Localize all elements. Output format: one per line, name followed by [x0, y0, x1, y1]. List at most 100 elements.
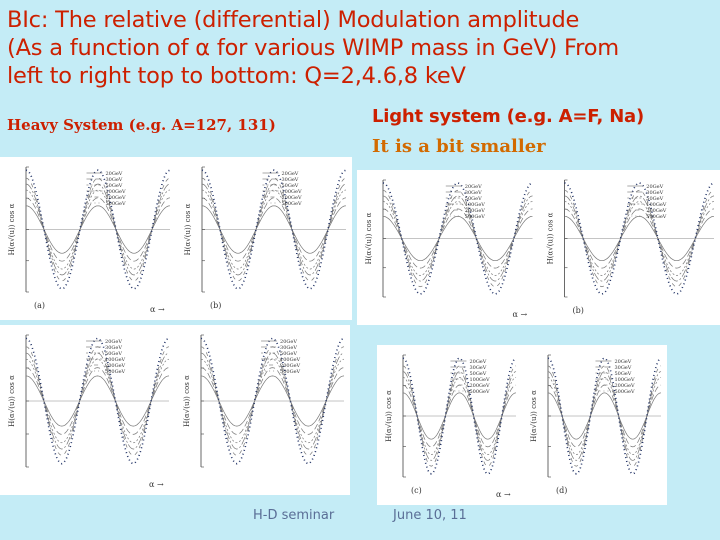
legend-entry: 100GeV [614, 377, 634, 383]
x-axis-label: α → [513, 310, 528, 319]
legend-entry: 20GeV [105, 171, 122, 177]
title-line-1: BIc: The relative (differential) Modulat… [7, 7, 580, 33]
modulation-curve [200, 358, 345, 444]
legend-entry: 30GeV [614, 365, 631, 371]
y-axis-label: H(α√(u)) cos α [547, 212, 555, 264]
modulation-curve [402, 392, 517, 440]
footer-seminar: H-D seminar [253, 508, 335, 523]
modulation-curve [25, 189, 171, 270]
legend-entry: 500GeV [280, 369, 300, 375]
panel-label: (b) [210, 301, 221, 310]
modulation-curve [564, 182, 715, 295]
modulation-curve [382, 215, 533, 262]
legend-entry: 100GeV [105, 189, 125, 195]
legend-entry: 100GeV [465, 202, 485, 208]
footer-date: June 10, 11 [393, 508, 467, 523]
modulation-curve [25, 337, 170, 465]
legend-entry: 500GeV [465, 214, 485, 220]
modulation-curve [201, 197, 347, 262]
modulation-curve [564, 195, 715, 282]
heavy-system-label: Heavy System (e.g. A=127, 131) [7, 116, 276, 134]
y-axis-label: H(α√(u)) cos α [365, 212, 373, 264]
legend-entry: 100GeV [646, 202, 666, 208]
modulation-curve [25, 197, 171, 262]
panel-label: (a) [34, 301, 45, 310]
legend-entry: 30GeV [646, 190, 663, 196]
modulation-curve [402, 371, 517, 461]
panel-label: (b) [573, 306, 584, 315]
modulation-curve [547, 371, 662, 461]
legend-entry: 200GeV [614, 383, 634, 389]
light-system-label: Light system (e.g. A=F, Na) [372, 106, 645, 127]
modulation-curve [25, 358, 170, 444]
heavy-figure-top-plot: 20GeV30GeV50GeV100GeV200GeV500GeVH(α√(u)… [8, 166, 347, 314]
modulation-curve [382, 208, 533, 269]
light-figure-bottom-plot: 20GeV30GeV50GeV100GeV200GeV500GeVH(α√(u)… [385, 354, 662, 499]
modulation-curve [382, 182, 533, 295]
modulation-curve [201, 205, 347, 254]
modulation-curve [200, 367, 345, 435]
heavy-figure-bottom: 20GeV 30GeV 50GeV 100GeV 200GeV 500GeV H(α√(u)… [0, 325, 350, 495]
legend-entry: 200GeV [281, 195, 301, 201]
legend-entry: 50GeV [469, 371, 486, 377]
legend-entry: 50GeV [646, 196, 663, 202]
title-line-3: left to right top to bottom: Q=2,4.6,8 k… [7, 63, 466, 89]
y-axis-label: H(α√(u)) cos α [184, 203, 192, 255]
legend-entry: 500GeV [281, 201, 301, 207]
legend-entry: 100GeV [280, 357, 300, 363]
legend-entry: 200GeV [280, 363, 300, 369]
legend-entry: 500GeV [105, 201, 125, 207]
title-line-2: (As a function of α for various WIMP mas… [7, 35, 619, 61]
modulation-curve [200, 352, 345, 450]
y-axis-label: H(α√(u)) cos α [8, 375, 16, 427]
legend-entry: 200GeV [465, 208, 485, 214]
legend-entry: 100GeV [469, 377, 489, 383]
x-axis-label: α → [496, 490, 511, 499]
legend-entry: 100GeV [105, 357, 125, 363]
legend-entry: 30GeV [465, 190, 482, 196]
legend-entry: 20GeV [105, 339, 122, 345]
heavy-figure-bottom-plot: 20GeV30GeV50GeV100GeV200GeV500GeVH(α√(u)… [8, 334, 345, 489]
modulation-curve [201, 169, 347, 290]
panel-label: (c) [411, 486, 422, 495]
legend-entry: 100GeV [281, 189, 301, 195]
modulation-curve [25, 169, 171, 290]
modulation-curve [200, 375, 345, 427]
legend-entry: 500GeV [469, 389, 489, 395]
x-axis-label: α → [150, 305, 165, 314]
x-axis-label: α → [149, 480, 164, 489]
legend-entry: 50GeV [105, 183, 122, 189]
legend-entry: 30GeV [105, 345, 122, 351]
legend-entry: 20GeV [281, 171, 298, 177]
modulation-curve [201, 189, 347, 270]
modulation-curve [25, 367, 170, 435]
light-figure-top: 20GeV 30GeV 50GeV 100GeV 200GeV 500GeV H(α√(u)… [357, 170, 720, 325]
legend-entry: 50GeV [465, 196, 482, 202]
legend-entry: 200GeV [105, 195, 125, 201]
legend-entry: 30GeV [105, 177, 122, 183]
legend-entry: 30GeV [280, 345, 297, 351]
light-figure-top-plot: 20GeV30GeV50GeV100GeV200GeV500GeVH(α√(u)… [365, 179, 715, 319]
legend-entry: 30GeV [281, 177, 298, 183]
modulation-curve [382, 189, 533, 288]
legend-entry: 20GeV [465, 184, 482, 190]
legend-entry: 20GeV [280, 339, 297, 345]
y-axis-label: H(α√(u)) cos α [8, 203, 16, 255]
legend-entry: 200GeV [469, 383, 489, 389]
slide-title: BIc: The relative (differential) Modulat… [7, 6, 717, 90]
modulation-curve [564, 189, 715, 288]
light-system-note: It is a bit smaller [372, 136, 546, 157]
modulation-curve [402, 377, 517, 455]
legend-entry: 500GeV [105, 369, 125, 375]
modulation-curve [25, 177, 171, 282]
heavy-figure-top: 20GeV 30GeV 50GeV 100GeV 200GeV 500GeV H(α√(u)… [0, 157, 352, 320]
modulation-curve [547, 392, 662, 440]
modulation-curve [547, 377, 662, 455]
